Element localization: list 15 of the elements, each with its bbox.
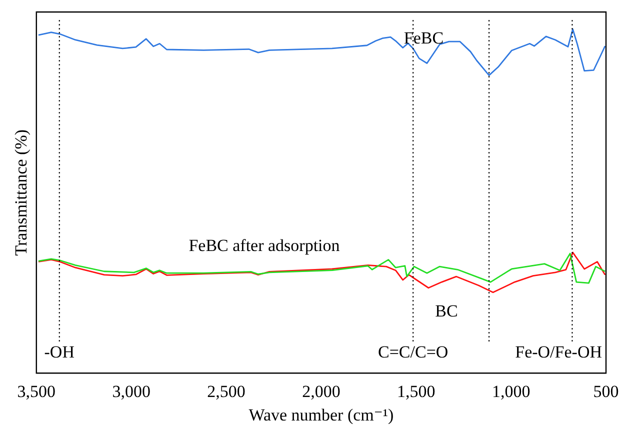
- series-label: FeBC: [404, 28, 444, 48]
- ref-line-label: Fe-O/Fe-OH: [515, 342, 602, 362]
- series-label: BC: [435, 302, 458, 321]
- x-tick-label: 3,500: [17, 382, 56, 401]
- x-tick-label: 500: [593, 382, 619, 401]
- x-tick-label: 2,500: [207, 382, 246, 401]
- y-axis-title: Transmittance (%): [12, 129, 31, 256]
- ref-line-label: -OH: [44, 342, 74, 362]
- x-tick-label: 1,000: [492, 382, 530, 401]
- ref-line-label: C=C/C=O: [378, 342, 448, 362]
- x-tick-label: 1,500: [397, 382, 436, 401]
- series-label: FeBC after adsorption: [188, 236, 340, 255]
- x-axis-title: Wave number (cm⁻¹): [248, 405, 394, 424]
- x-tick-label: 2,000: [302, 382, 340, 401]
- x-tick-label: 3,000: [112, 382, 150, 401]
